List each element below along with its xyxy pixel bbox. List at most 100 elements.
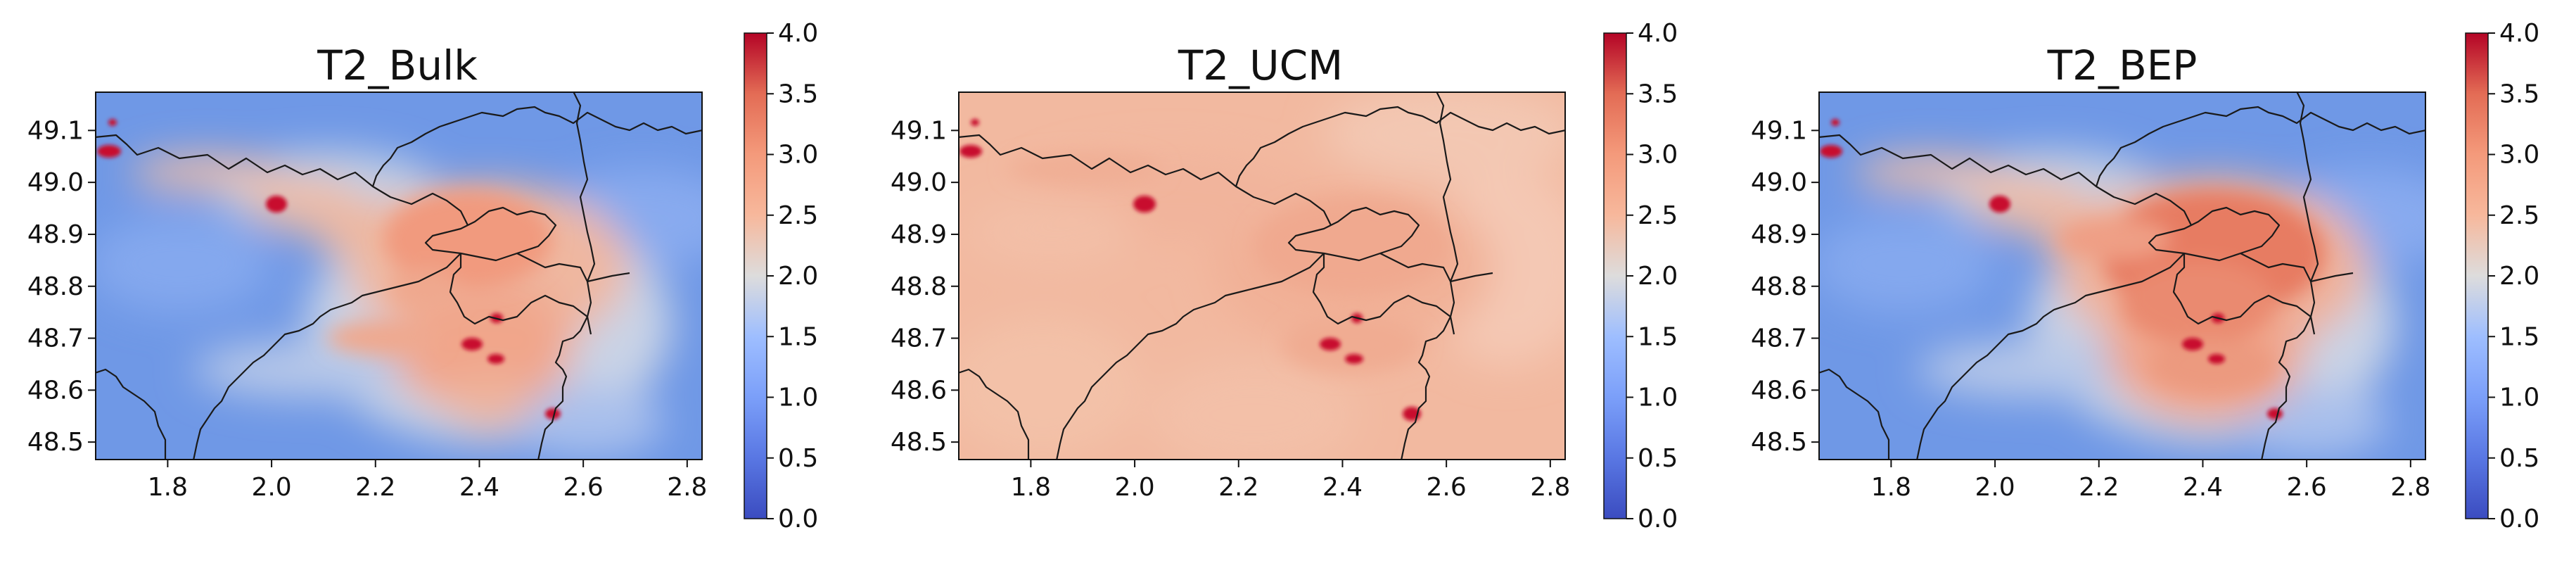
x-tick-label: 2.8 [1530,473,1570,502]
y-tick-label: 48.9 [891,220,947,249]
y-tick-label: 49.0 [27,168,84,197]
administrative-boundaries [1818,91,2426,460]
colorbar-gradient [2465,32,2489,519]
map-plot-area [1818,91,2426,460]
panel-title: T2_BEP [2047,42,2198,89]
y-tick-label: 48.8 [1751,272,1807,301]
plot-frame [958,91,1566,460]
map-plot-area [95,91,703,460]
colorbar-tick-label: 1.5 [2499,322,2539,351]
colorbar-tick-label: 1.0 [778,384,818,412]
y-tick-label: 49.0 [891,168,947,197]
x-axis-ticks: 1.8 2.0 2.2 2.4 2.6 2.8 [1871,460,2430,502]
colorbar-tick-label: 3.5 [2499,80,2539,108]
colorbar-tick-label: 3.0 [1638,141,1678,170]
colorbar-tick-label: 0.0 [2499,505,2539,533]
urban-hotspots [959,119,1421,421]
y-tick-label: 48.6 [891,376,947,405]
administrative-boundaries [95,91,703,460]
colorbar-tick-label: 1.5 [778,322,818,351]
x-tick-label: 2.8 [667,473,707,502]
panel-t2-bep: T2_BEP [1751,19,2539,533]
plot-frame [1818,91,2426,460]
y-axis-ticks: 48.5 48.6 48.7 48.8 48.9 49.0 49.1 [891,116,958,457]
x-tick-label: 2.4 [2183,473,2223,502]
colorbar: 0.0 0.5 1.0 1.5 2.0 2.5 3.0 3.5 4.0 [2465,19,2539,533]
x-tick-label: 2.0 [1975,473,2015,502]
x-tick-label: 2.0 [251,473,291,502]
warming-core [327,190,552,355]
x-tick-label: 2.2 [1218,473,1258,502]
administrative-boundaries [958,91,1566,460]
colorbar-tick-label: 2.5 [2499,201,2539,230]
y-tick-label: 49.1 [27,116,84,145]
y-tick-label: 48.9 [27,220,84,249]
hotspot [2267,408,2283,419]
y-tick-label: 48.7 [27,324,84,353]
colorbar-tick-label: 4.0 [1638,19,1678,48]
y-tick-label: 48.9 [1751,220,1807,249]
x-tick-label: 2.2 [355,473,395,502]
panel-t2-bulk: T2_Bulk [27,19,818,533]
colorbar-tick-label: 2.0 [2499,262,2539,291]
colorbar-tick-label: 4.0 [2499,19,2539,48]
y-tick-label: 49.1 [1751,116,1807,145]
plot-frame [95,91,703,460]
x-tick-label: 1.8 [1871,473,1911,502]
colorbar-tick-label: 2.5 [1638,201,1678,230]
x-tick-label: 2.4 [1322,473,1363,502]
colorbar-gradient [744,32,767,519]
hotspot [1831,119,1839,126]
colorbar-gradient [1603,32,1627,519]
hotspot [2182,338,2203,350]
colorbar: 0.0 0.5 1.0 1.5 2.0 2.5 3.0 3.5 4.0 [744,19,818,533]
hotspot [1133,196,1156,213]
x-tick-label: 2.8 [2390,473,2430,502]
colorbar-tick-label: 0.0 [1638,505,1678,533]
x-tick-label: 1.8 [1011,473,1051,502]
hotspot [1820,145,1842,158]
colorbar-tick-label: 3.0 [778,141,818,170]
hotspot [461,338,483,350]
hotspot [97,145,121,158]
y-axis-ticks: 48.5 48.6 48.7 48.8 48.9 49.0 49.1 [27,116,95,457]
x-tick-label: 2.6 [2287,473,2327,502]
y-tick-label: 48.5 [27,428,84,457]
y-tick-label: 48.5 [891,428,947,457]
map-plot-area [958,91,1566,460]
x-tick-label: 2.6 [563,473,604,502]
colorbar-tick-label: 0.0 [778,505,818,533]
hotspot [959,145,982,158]
x-tick-label: 2.4 [459,473,499,502]
y-tick-label: 49.1 [891,116,947,145]
hotspot [108,119,117,126]
colorbar-tick-label: 3.5 [778,80,818,108]
hotspot [2208,354,2225,364]
colorbar-tick-label: 3.0 [2499,141,2539,170]
colorbar-tick-label: 2.0 [778,262,818,291]
hotspot [1989,196,2010,213]
hotspot [266,196,287,213]
colorbar-tick-label: 0.5 [2499,444,2539,473]
panel-t2-ucm: T2_UCM [891,19,1678,533]
y-axis-ticks: 48.5 48.6 48.7 48.8 48.9 49.0 49.1 [1751,116,1818,457]
urban-hotspots [97,119,561,419]
hotspot [971,119,979,126]
colorbar-tick-label: 0.5 [1638,444,1678,473]
y-tick-label: 48.8 [891,272,947,301]
colorbar-tick-label: 2.5 [778,201,818,230]
colorbar: 0.0 0.5 1.0 1.5 2.0 2.5 3.0 3.5 4.0 [1603,19,1678,533]
panel-title: T2_UCM [1178,42,1343,89]
y-tick-label: 48.6 [1751,376,1807,405]
y-tick-label: 48.7 [1751,324,1807,353]
x-tick-label: 2.6 [1427,473,1467,502]
colorbar-tick-label: 0.5 [778,444,818,473]
x-tick-label: 1.8 [148,473,188,502]
x-axis-ticks: 1.8 2.0 2.2 2.4 2.6 2.8 [148,460,707,502]
y-tick-label: 48.6 [27,376,84,405]
y-tick-label: 49.0 [1751,168,1807,197]
colorbar-tick-label: 1.0 [1638,384,1678,412]
y-tick-label: 48.5 [1751,428,1807,457]
panel-title: T2_Bulk [317,42,478,89]
warming-core [2058,190,2325,394]
